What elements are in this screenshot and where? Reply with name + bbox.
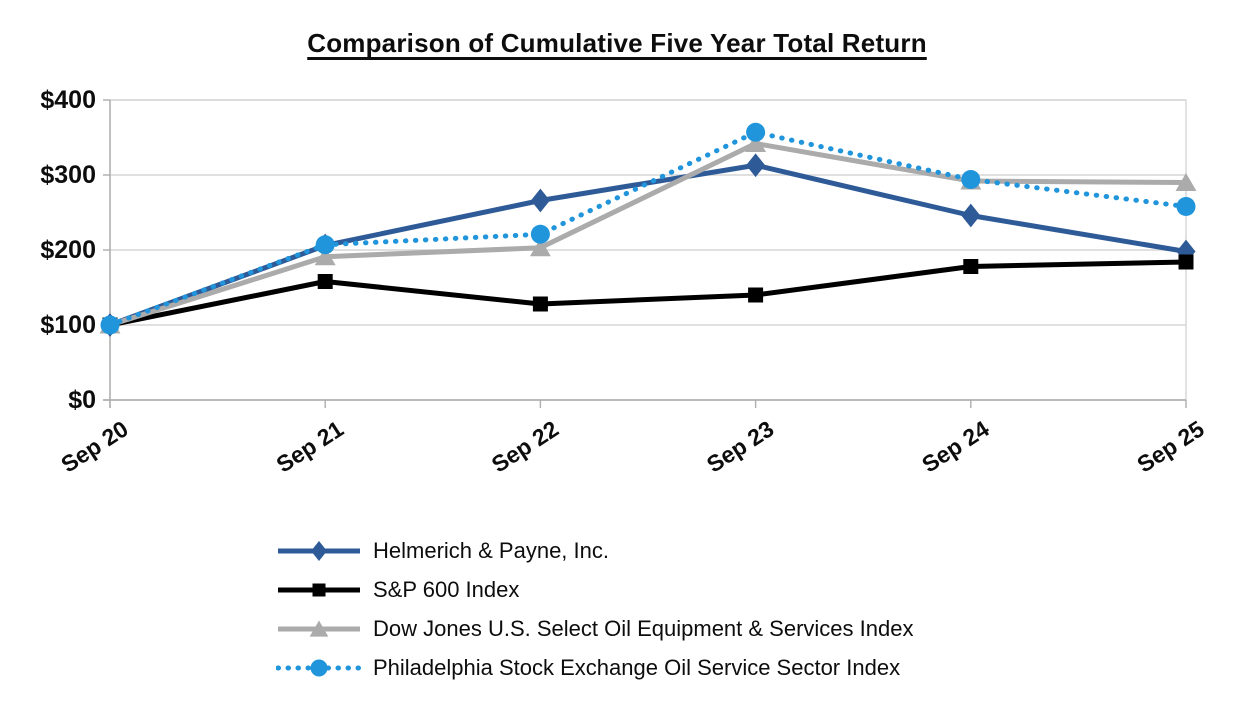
- x-axis-tick-label: Sep 24: [917, 415, 994, 477]
- y-axis-tick-label: $400: [40, 86, 96, 114]
- legend-label: Dow Jones U.S. Select Oil Equipment & Se…: [373, 615, 914, 641]
- diamond-marker-icon: [530, 188, 550, 213]
- x-axis-tick-label: Sep 20: [56, 415, 132, 477]
- y-axis-labels: $0 $100 $200 $300 $400: [40, 86, 96, 414]
- square-marker-icon: [532, 296, 548, 312]
- legend-swatch-circle-marker-icon: [276, 659, 363, 676]
- chart-title: Comparison of Cumulative Five Year Total…: [0, 28, 1234, 59]
- legend-swatch-square-marker-icon: [278, 583, 360, 596]
- circle-marker-icon: [530, 224, 550, 244]
- legend-swatch-diamond-marker-icon: [278, 540, 360, 561]
- series-philadelphia-stock-exchange-oil-service-sector-index: [100, 122, 1196, 335]
- circle-marker-icon: [100, 315, 120, 335]
- triangle-marker-icon: [1175, 173, 1197, 192]
- circle-marker-icon: [961, 170, 981, 189]
- triangle-marker-icon: [309, 620, 329, 637]
- square-marker-icon: [317, 274, 333, 289]
- circle-marker-icon: [315, 235, 335, 255]
- legend-label: Helmerich & Payne, Inc.: [373, 537, 609, 563]
- legend-label: Philadelphia Stock Exchange Oil Service …: [373, 654, 901, 680]
- circle-marker-icon: [1176, 197, 1196, 216]
- square-marker-icon: [1178, 254, 1194, 270]
- y-axis-tick-label: $200: [40, 236, 96, 264]
- y-axis-tick-label: $0: [68, 386, 96, 414]
- legend-swatch-triangle-marker-icon: [278, 620, 360, 637]
- y-axis-tick-label: $100: [40, 311, 96, 339]
- triangle-marker-icon: [745, 134, 767, 153]
- y-axis-tick-label: $300: [40, 161, 96, 189]
- triangle-marker-icon: [314, 247, 336, 266]
- legend-item: S&P 600 Index: [276, 570, 913, 609]
- legend-item: Philadelphia Stock Exchange Oil Service …: [276, 648, 913, 687]
- square-marker-icon: [748, 287, 764, 303]
- x-axis-tick-label: Sep 25: [1132, 415, 1209, 477]
- legend: Helmerich & Payne, Inc. S&P 600 Index Do…: [276, 531, 913, 687]
- series-s-p-600-index: [102, 254, 1194, 333]
- series-line: [109, 141, 1187, 328]
- diamond-marker-icon: [311, 540, 327, 561]
- series-line: [107, 129, 1189, 328]
- x-axis-tick-label: Sep 21: [272, 415, 349, 477]
- diamond-marker-icon: [746, 153, 766, 178]
- circle-marker-icon: [746, 122, 766, 142]
- triangle-marker-icon: [529, 238, 551, 257]
- x-axis-tick-label: Sep 22: [487, 415, 563, 477]
- x-axis-labels: Sep 20 Sep 21 Sep 22 Sep 23 Sep 24 Sep 25: [56, 415, 1209, 477]
- legend-item: Helmerich & Payne, Inc.: [276, 531, 913, 570]
- diamond-marker-icon: [961, 203, 981, 228]
- series-dow-jones-u-s-select-oil-equipment-services-index: [99, 134, 1197, 334]
- series-line: [109, 259, 1187, 328]
- legend-item: Dow Jones U.S. Select Oil Equipment & Se…: [276, 609, 913, 648]
- circle-marker-icon: [310, 659, 328, 676]
- square-marker-icon: [963, 259, 979, 274]
- legend-label: S&P 600 Index: [373, 576, 520, 602]
- chart-title-text: Comparison of Cumulative Five Year Total…: [307, 28, 927, 58]
- x-axis-tick-label: Sep 23: [702, 415, 778, 477]
- square-marker-icon: [312, 583, 326, 596]
- gridlines: [103, 99, 1187, 408]
